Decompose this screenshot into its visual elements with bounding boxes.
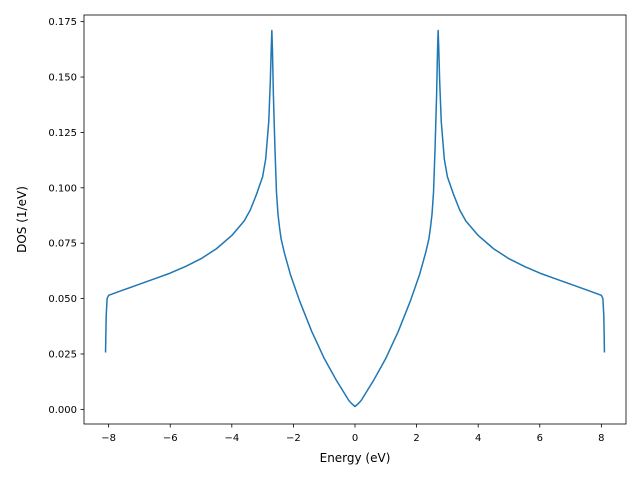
y-axis-ticks: 0.000 0.025 0.050 0.075 0.100 0.125 0.150 0.175 — [48, 17, 84, 416]
y-tick-label: 0.100 — [48, 183, 77, 194]
y-tick-label: 0.125 — [48, 128, 77, 139]
x-tick-label: −6 — [163, 433, 178, 444]
x-tick-label: 8 — [598, 433, 604, 444]
x-tick-label: 4 — [475, 433, 481, 444]
y-tick-label: 0.025 — [48, 349, 77, 360]
dos-line — [104, 29, 606, 408]
x-tick-label: −2 — [286, 433, 301, 444]
x-tick-label: 0 — [352, 433, 358, 444]
y-tick-label: 0.075 — [48, 239, 77, 250]
y-tick-label: 0.175 — [48, 17, 77, 28]
x-axis-ticks: −8 −6 −4 −2 0 2 4 6 8 — [101, 424, 605, 444]
x-tick-label: 2 — [413, 433, 419, 444]
y-axis-label: DOS (1/eV) — [15, 186, 29, 253]
plot-frame — [83, 14, 627, 425]
x-axis-label: Energy (eV) — [320, 451, 391, 465]
x-tick-label: −4 — [224, 433, 239, 444]
x-tick-label: 6 — [537, 433, 543, 444]
y-tick-label: 0.000 — [48, 405, 77, 416]
y-tick-label: 0.150 — [48, 73, 77, 84]
x-tick-label: −8 — [101, 433, 116, 444]
y-tick-label: 0.050 — [48, 294, 77, 305]
